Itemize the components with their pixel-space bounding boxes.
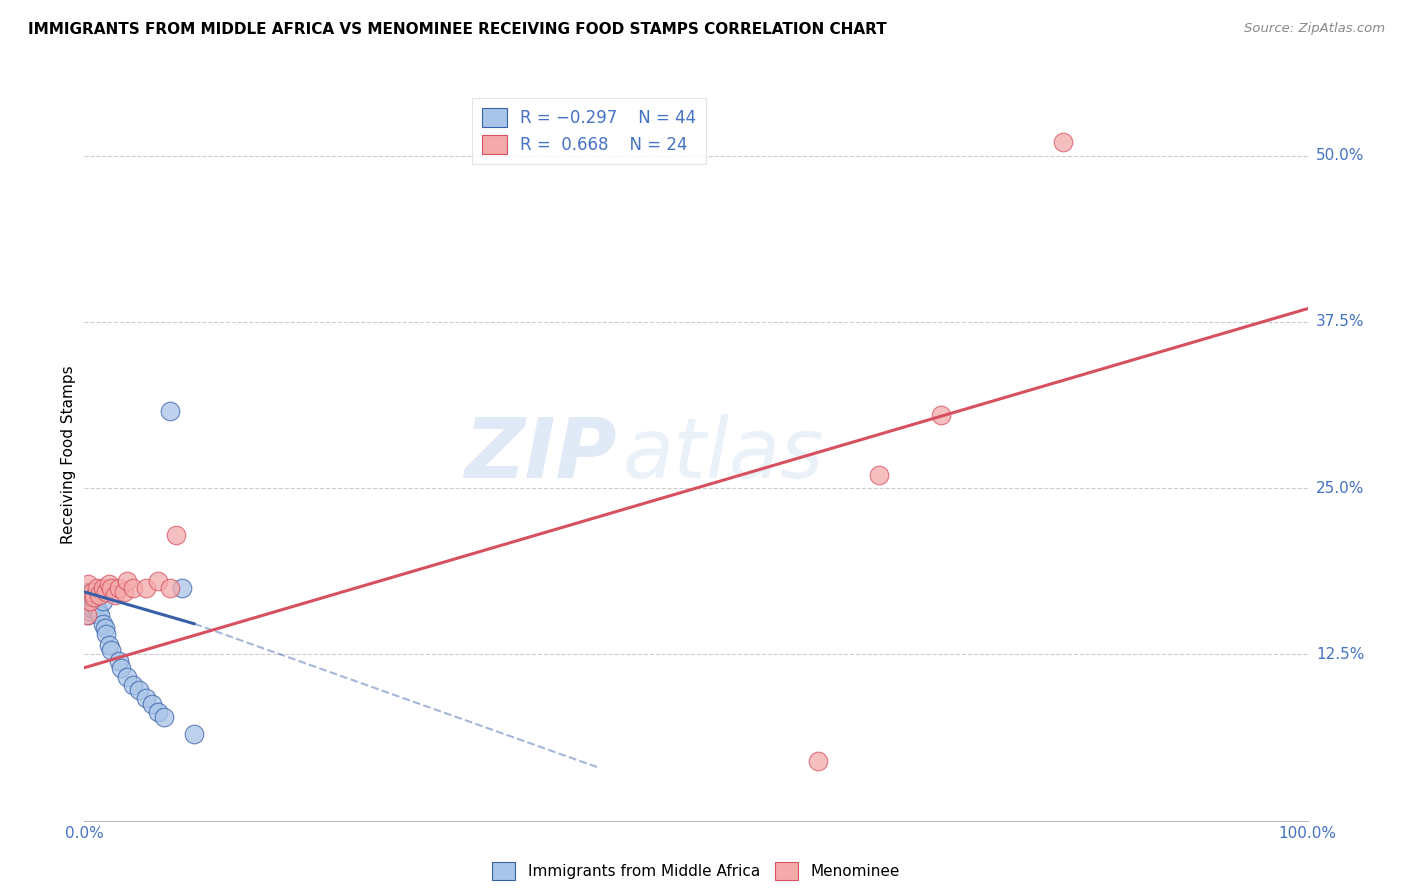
Point [146,574,169,589]
Point [86,591,108,605]
Point [96,627,118,641]
Point [115,574,138,589]
Legend: Immigrants from Middle Africa, Menominee: Immigrants from Middle Africa, Menominee [486,856,905,886]
Point [80,585,103,599]
Point [128,683,150,698]
Point [79,598,101,612]
Point [87,588,110,602]
Point [83,591,105,605]
Point [159,581,181,595]
Point [89,607,111,622]
Point [112,585,135,599]
Point [76,598,98,612]
Point [153,710,176,724]
Point [79,594,101,608]
Text: 25.0%: 25.0% [1316,481,1364,496]
Point [929,408,952,422]
Point [97,577,120,591]
Point [82,597,104,611]
Point [80,585,103,599]
Point [87,588,110,602]
Y-axis label: Receiving Food Stamps: Receiving Food Stamps [60,366,76,544]
Point [84,598,107,612]
Point [86,581,108,595]
Point [183,727,205,741]
Point [80,594,103,608]
Point [122,678,145,692]
Point [83,594,105,608]
Point [869,467,891,482]
Point [100,643,122,657]
Point [104,588,127,602]
Point [1052,136,1074,150]
Point [76,607,98,622]
Point [159,404,181,418]
Point [83,588,105,602]
Point [77,603,100,617]
Point [91,581,114,595]
Point [77,600,100,615]
Point [91,594,114,608]
Point [76,588,98,602]
Point [80,600,103,615]
Point [77,577,100,591]
Point [172,581,194,595]
Point [94,621,117,635]
Point [141,697,163,711]
Point [79,588,101,602]
Point [77,585,100,599]
Text: IMMIGRANTS FROM MIDDLE AFRICA VS MENOMINEE RECEIVING FOOD STAMPS CORRELATION CHA: IMMIGRANTS FROM MIDDLE AFRICA VS MENOMIN… [28,22,887,37]
Point [77,594,100,608]
Point [77,591,100,605]
Point [107,654,129,668]
Text: 12.5%: 12.5% [1316,647,1364,662]
Point [807,754,830,768]
Point [82,591,104,605]
Text: Source: ZipAtlas.com: Source: ZipAtlas.com [1244,22,1385,36]
Text: ZIP: ZIP [464,415,616,495]
Point [87,603,110,617]
Point [86,585,108,599]
Point [79,594,101,608]
Text: atlas: atlas [623,415,824,495]
Point [77,597,100,611]
Point [135,691,157,706]
Point [75,600,97,615]
Text: 37.5%: 37.5% [1316,315,1364,329]
Point [122,581,145,595]
Text: 50.0%: 50.0% [1316,148,1364,163]
Point [135,581,157,595]
Point [165,527,187,541]
Point [77,607,100,622]
Point [96,585,118,599]
Point [110,661,132,675]
Point [97,638,120,652]
Point [100,581,122,595]
Point [146,705,169,719]
Point [91,616,114,631]
Point [107,581,129,595]
Point [115,670,138,684]
